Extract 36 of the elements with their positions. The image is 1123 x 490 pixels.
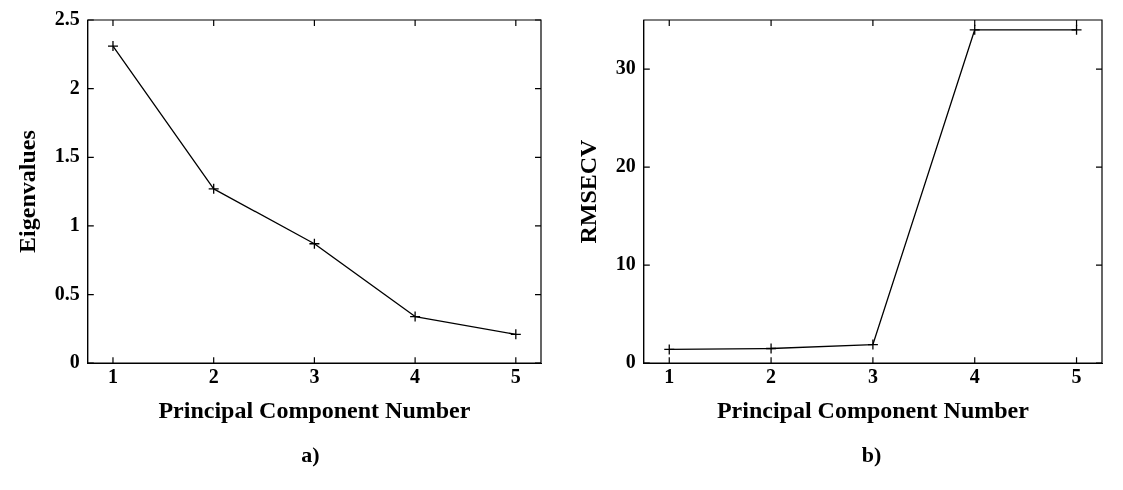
point: [867, 338, 879, 351]
text: a): [300, 442, 321, 468]
y-tick-label: 2.5: [54, 7, 80, 30]
text: b): [860, 442, 883, 468]
y-axis-title: Eigenvalues: [13, 130, 40, 253]
y-tick-label: 1: [69, 213, 80, 236]
y-axis-title: RMSECV: [574, 138, 601, 244]
y-tick-label: 20: [615, 154, 636, 177]
point: [308, 238, 321, 250]
point: [510, 328, 522, 341]
y-tick-label: 30: [615, 56, 636, 79]
x-tick-label: 3: [309, 365, 320, 388]
x-tick-label: 2: [766, 365, 777, 388]
y-tick-label: 1.5: [54, 144, 80, 167]
point: [107, 40, 119, 52]
x-tick-label: 3: [867, 365, 878, 388]
point: [663, 343, 675, 356]
x-tick-label: 4: [410, 365, 421, 388]
y-tick-label: 0: [69, 350, 80, 373]
x-tick-label: 4: [969, 365, 980, 388]
point: [969, 24, 981, 36]
x-tick-label: 5: [1071, 365, 1082, 388]
point: [765, 342, 777, 355]
x-tick-label: 2: [208, 365, 219, 388]
x-tick-label: 1: [664, 365, 675, 388]
y-tick-label: 10: [615, 252, 636, 275]
point: [208, 183, 220, 195]
x-axis-title: Principal Component Number: [158, 396, 471, 423]
point: [1070, 24, 1083, 36]
x-axis-title: Principal Component Number: [716, 396, 1030, 423]
point: [409, 310, 421, 323]
x-tick-label: 1: [107, 365, 118, 388]
y-tick-label: 0: [625, 350, 636, 373]
x-tick-label: 5: [510, 365, 521, 388]
y-tick-label: 2: [69, 75, 80, 98]
y-tick-label: 0.5: [54, 281, 80, 304]
